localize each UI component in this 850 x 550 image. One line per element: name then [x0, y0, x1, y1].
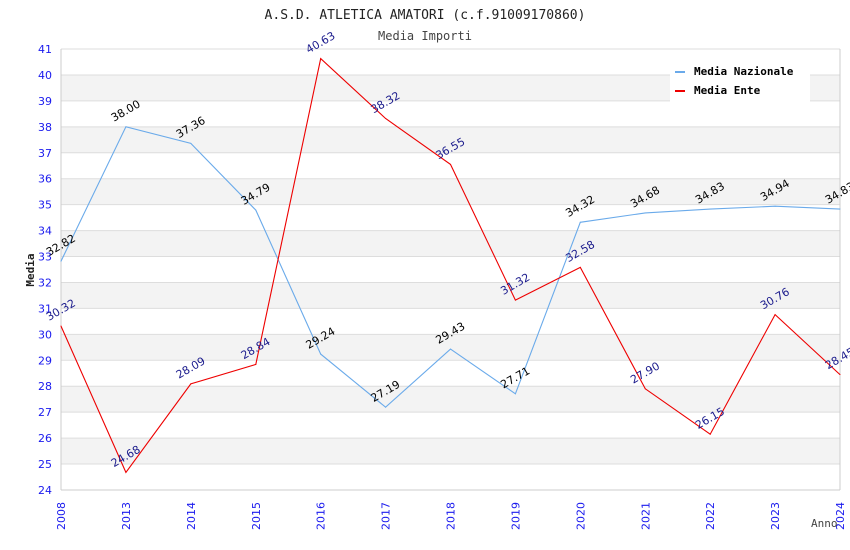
y-tick-label: 33: [38, 251, 52, 264]
grid-band: [61, 438, 840, 465]
plot-background-bands: [61, 74, 840, 465]
y-tick-label: 26: [38, 432, 52, 445]
data-point: [579, 221, 581, 223]
y-tick-label: 27: [38, 406, 52, 419]
data-point: [60, 260, 62, 262]
data-point: [839, 374, 841, 376]
data-point: [644, 212, 646, 214]
x-axis-tick-labels: 2008 2013 2014 2015 2016 2017 2018 2019 2020 2021…: [55, 502, 847, 530]
x-tick-label: 2024: [834, 502, 847, 530]
data-label: 38.00: [109, 97, 143, 124]
x-axis-label: Anno: [811, 517, 838, 530]
legend-swatch-media-ente: [675, 90, 685, 92]
y-axis-label: Media: [24, 253, 37, 286]
data-point: [320, 353, 322, 355]
y-tick-label: 39: [38, 95, 52, 108]
data-point: [385, 118, 387, 120]
y-tick-label: 34: [38, 225, 52, 238]
data-point: [255, 209, 257, 211]
data-point: [125, 471, 127, 473]
data-point: [709, 433, 711, 435]
data-point: [60, 325, 62, 327]
y-tick-label: 28: [38, 380, 52, 393]
x-tick-label: 2022: [704, 502, 717, 530]
y-tick-label: 30: [38, 328, 52, 341]
y-tick-label: 41: [38, 43, 52, 56]
y-tick-label: 32: [38, 276, 52, 289]
y-tick-label: 24: [38, 484, 52, 497]
data-point: [579, 266, 581, 268]
y-tick-label: 36: [38, 173, 52, 186]
data-point: [839, 208, 841, 210]
data-point: [190, 383, 192, 385]
data-point: [450, 163, 451, 165]
chart-title: A.S.D. ATLETICA AMATORI (c.f.91009170860…: [265, 8, 586, 23]
grid-band: [61, 282, 840, 309]
y-axis-tick-labels: 24 25 26 27 28 29 30 31 32 33 34 35 36 37 38 39 40 41: [38, 43, 52, 497]
data-point: [190, 142, 192, 144]
data-point: [450, 348, 451, 350]
chart-subtitle: Media Importi: [378, 29, 472, 43]
x-tick-label: 2020: [574, 502, 587, 530]
grid-band: [61, 178, 840, 205]
series-lines: [60, 57, 841, 474]
y-tick-label: 35: [38, 199, 52, 212]
legend-box: [670, 60, 810, 102]
data-point: [385, 406, 387, 408]
grid-band: [61, 126, 840, 153]
x-tick-label: 2021: [639, 502, 652, 530]
data-point: [514, 393, 516, 395]
data-point: [514, 299, 516, 301]
series-line-media-nazionale: [60, 126, 841, 408]
grid-band: [61, 230, 840, 257]
legend-label-media-ente: Media Ente: [694, 84, 761, 97]
y-tick-label: 38: [38, 121, 52, 134]
x-tick-label: 2015: [250, 502, 263, 530]
data-point: [255, 363, 257, 365]
grid-band: [61, 386, 840, 413]
data-label: 40.63: [304, 29, 338, 56]
x-tick-label: 2018: [445, 502, 458, 530]
x-tick-label: 2008: [55, 502, 68, 530]
y-tick-label: 29: [38, 354, 52, 367]
grid-band: [61, 334, 840, 361]
gridlines: [61, 48, 840, 491]
x-tick-label: 2014: [185, 502, 198, 530]
data-point: [709, 208, 711, 210]
legend: Media Nazionale Media Ente: [670, 60, 810, 102]
data-point: [774, 314, 776, 316]
data-point: [774, 205, 776, 207]
x-tick-label: 2019: [509, 502, 522, 530]
legend-label-media-nazionale: Media Nazionale: [694, 65, 794, 78]
data-point: [320, 58, 322, 60]
x-tick-label: 2016: [315, 502, 328, 530]
data-point: [125, 126, 127, 128]
y-tick-label: 40: [38, 69, 52, 82]
data-label: 27.90: [628, 359, 662, 386]
y-tick-label: 37: [38, 147, 52, 160]
legend-swatch-media-nazionale: [675, 71, 685, 73]
data-point: [644, 388, 646, 390]
x-tick-label: 2023: [769, 502, 782, 530]
x-tick-label: 2013: [120, 502, 133, 530]
x-tick-label: 2017: [380, 502, 393, 530]
y-tick-label: 31: [38, 302, 52, 315]
y-tick-label: 25: [38, 458, 52, 471]
